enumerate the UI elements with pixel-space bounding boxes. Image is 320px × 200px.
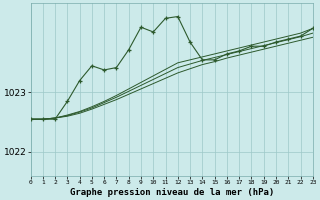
X-axis label: Graphe pression niveau de la mer (hPa): Graphe pression niveau de la mer (hPa) bbox=[69, 188, 274, 197]
